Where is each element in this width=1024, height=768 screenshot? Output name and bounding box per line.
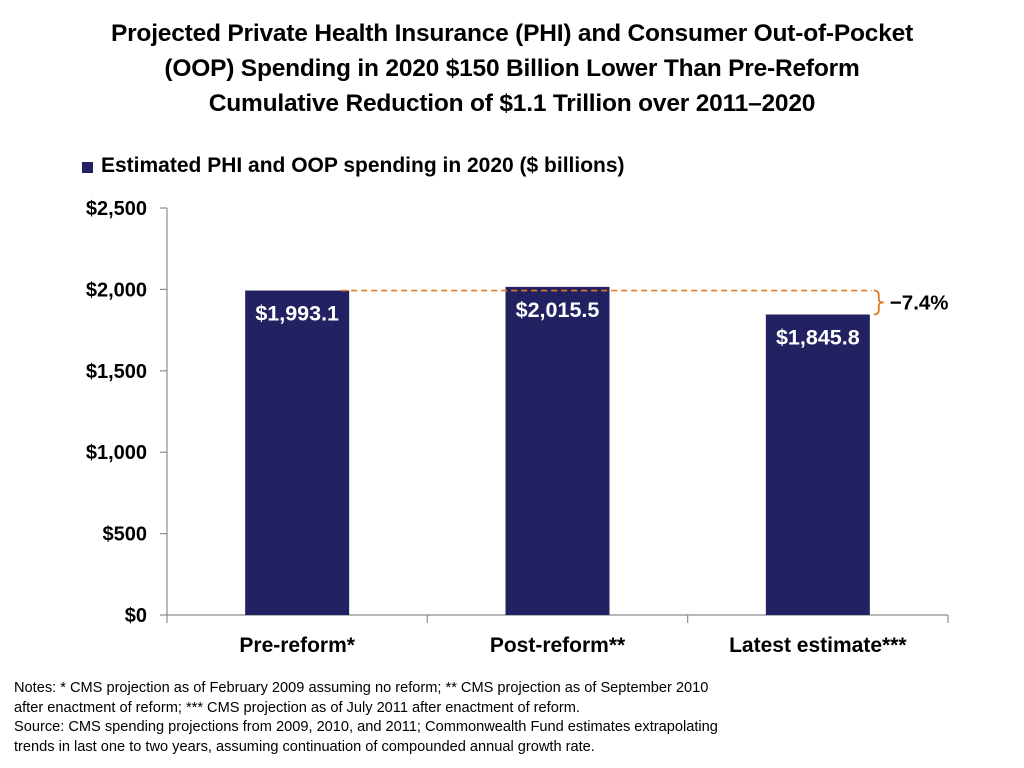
notes-line: Source: CMS spending projections from 20… [14,719,718,735]
bar-value-label: $1,845.8 [776,326,860,350]
x-category-label: Pre-reform* [239,634,355,657]
legend-swatch [82,161,93,173]
title-line: Projected Private Health Insurance (PHI)… [110,20,914,47]
chart-title: Projected Private Health Insurance (PHI)… [0,16,1024,121]
y-tick-label: $2,000 [86,279,147,301]
y-tick-label: $500 [103,524,148,546]
bar [505,286,610,615]
y-tick-label: $2,500 [86,198,147,220]
notes-line: trends in last one to two years, assumin… [14,738,595,755]
x-category-label: Post-reform** [490,634,626,657]
bar [245,290,350,615]
annotation-label: −7.4% [890,292,949,315]
y-tick-label: $0 [125,605,147,627]
title-line: Cumulative Reduction of $1.1 Trillion ov… [208,90,816,117]
title-line: (OOP) Spending in 2020 $150 Billion Lowe… [164,55,860,82]
bar [765,314,870,615]
notes-line: Notes: * CMS projection as of February 2… [14,680,709,696]
bar-value-label: $2,015.5 [516,298,600,322]
legend-label: Estimated PHI and OOP spending in 2020 (… [101,154,625,177]
bar-chart: $0 $500 $1,000 $1,500 $2,000 $2,500 $1,993.1 Pr… [86,198,949,657]
notes-line: after enactment of reform; *** CMS proje… [14,699,580,716]
bar-value-label: $1,993.1 [255,302,339,326]
chart-legend: Estimated PHI and OOP spending in 2020 (… [82,154,625,178]
x-category-label: Latest estimate*** [729,634,907,657]
annotation-brace [873,289,884,316]
y-tick-label: $1,500 [86,361,147,383]
y-tick-label: $1,000 [86,442,147,464]
chart-notes: Notes: * CMS projection as of February 2… [14,679,894,757]
